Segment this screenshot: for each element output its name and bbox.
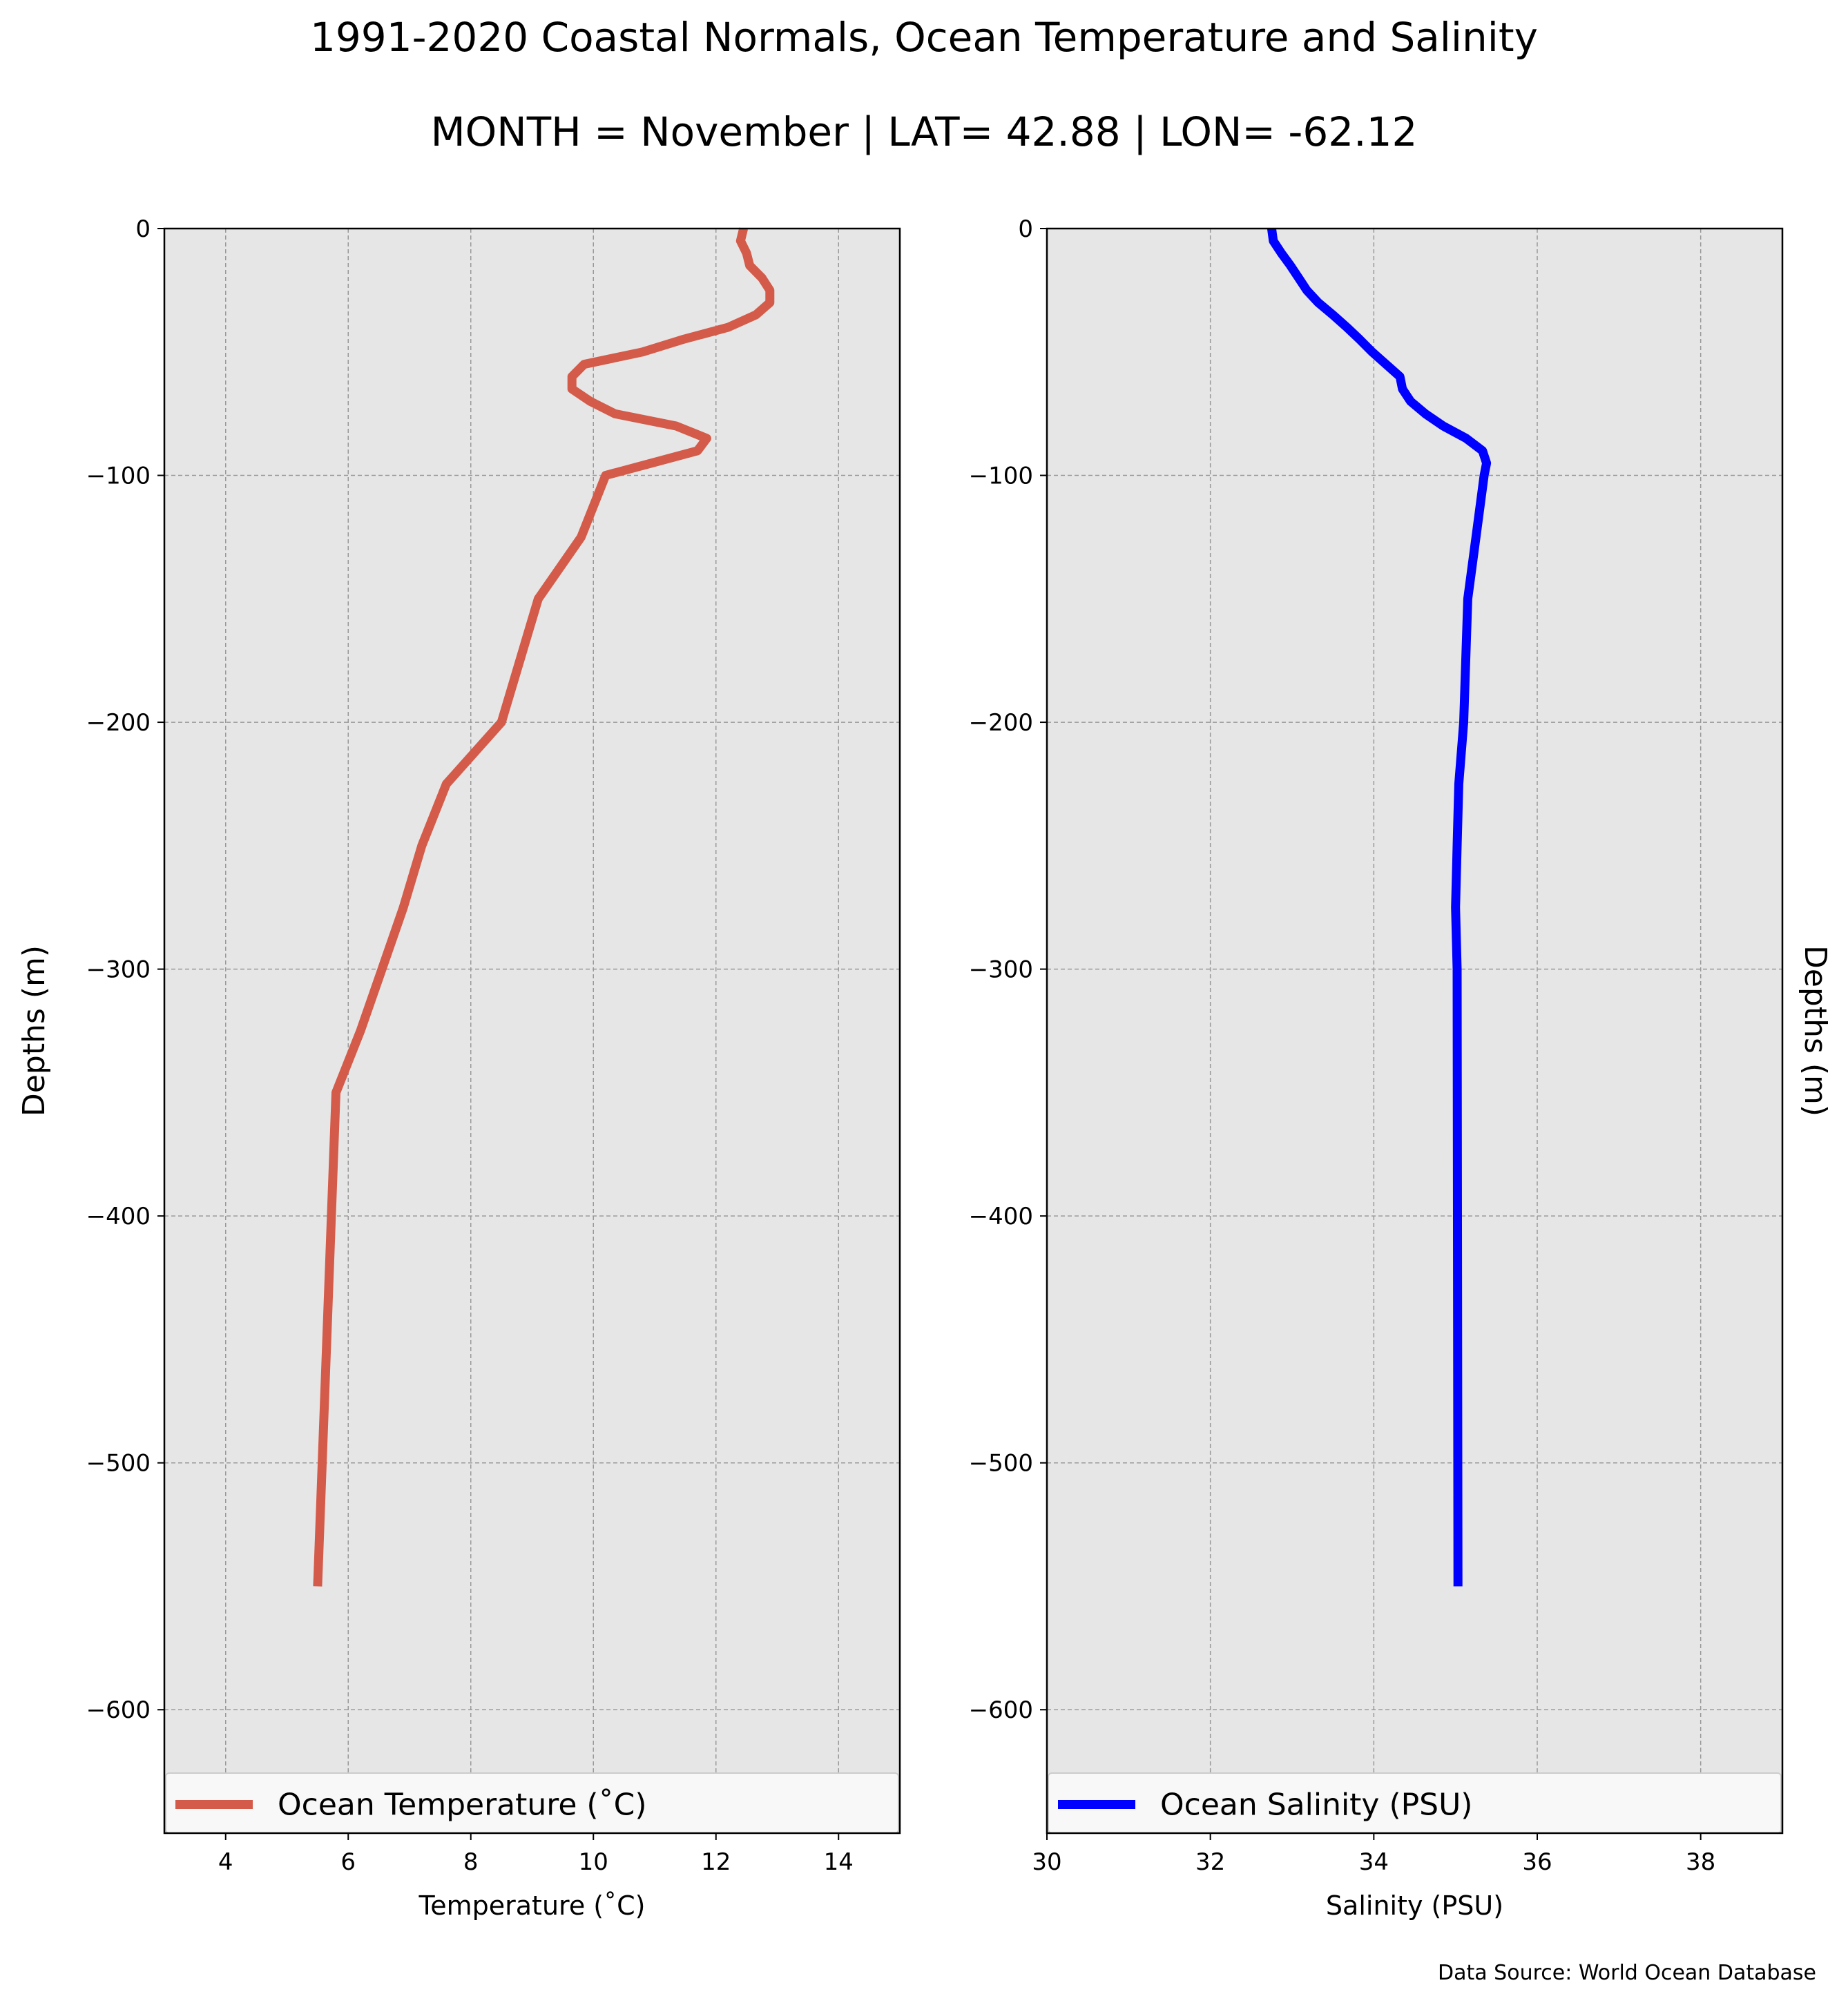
y-tick-label: 0 bbox=[135, 215, 151, 243]
x-axis-label: Temperature (˚C) bbox=[418, 1890, 646, 1921]
y-tick-label: −600 bbox=[969, 1696, 1033, 1724]
legend-label: Ocean Temperature (˚C) bbox=[278, 1788, 647, 1823]
y-tick-label: −300 bbox=[86, 956, 151, 984]
y-tick-label: −600 bbox=[86, 1696, 151, 1724]
y-tick-label: 0 bbox=[1018, 215, 1033, 243]
plot-area bbox=[164, 229, 900, 1833]
x-tick-label: 4 bbox=[218, 1848, 233, 1876]
y-tick-label: −400 bbox=[86, 1203, 151, 1230]
x-tick-label: 36 bbox=[1522, 1848, 1552, 1876]
x-tick-label: 14 bbox=[824, 1848, 854, 1876]
x-tick-label: 12 bbox=[701, 1848, 731, 1876]
y-tick-label: −300 bbox=[969, 956, 1033, 984]
x-tick-label: 30 bbox=[1032, 1848, 1061, 1876]
y-tick-label: −100 bbox=[86, 463, 151, 490]
y-tick-label: −400 bbox=[969, 1203, 1033, 1230]
chart-panel-1: Ocean Temperature (˚C) 4 6 8 10 12 14 0 −100 −200… bbox=[17, 215, 901, 1921]
series-line-1 bbox=[1267, 228, 1492, 1587]
y-tick-label: −200 bbox=[969, 709, 1033, 737]
y-axis-label: Depths (m) bbox=[17, 945, 52, 1116]
y-tick-label: −100 bbox=[969, 463, 1033, 490]
x-tick-label: 32 bbox=[1195, 1848, 1225, 1876]
chart-title: 1991-2020 Coastal Normals, Ocean Tempera… bbox=[310, 14, 1538, 61]
y-tick-label: −500 bbox=[86, 1450, 151, 1478]
y-tick-label: −500 bbox=[969, 1450, 1033, 1478]
data-source-note: Data Source: World Ocean Database bbox=[1438, 1961, 1816, 1985]
y-tick-label: −200 bbox=[86, 709, 151, 737]
x-tick-label: 6 bbox=[340, 1848, 356, 1876]
x-axis-label: Salinity (PSU) bbox=[1326, 1890, 1503, 1921]
axes-frame bbox=[163, 227, 901, 1835]
series-line-1 bbox=[313, 227, 775, 1587]
x-tick-label: 34 bbox=[1359, 1848, 1389, 1876]
x-tick-label: 38 bbox=[1686, 1848, 1715, 1876]
axes-frame bbox=[1046, 227, 1784, 1835]
plot-area bbox=[1047, 229, 1782, 1833]
x-tick-label: 10 bbox=[579, 1848, 608, 1876]
x-tick-label: 8 bbox=[463, 1848, 479, 1876]
chart-subtitle: MONTH = November | LAT= 42.88 | LON= -62… bbox=[430, 108, 1418, 155]
chart-panel-2: Ocean Salinity (PSU) 30 32 34 36 38 0 −100 −200 −… bbox=[969, 215, 1833, 1921]
legend-label: Ocean Salinity (PSU) bbox=[1160, 1788, 1472, 1823]
y-axis-label-right: Depths (m) bbox=[1798, 945, 1833, 1116]
